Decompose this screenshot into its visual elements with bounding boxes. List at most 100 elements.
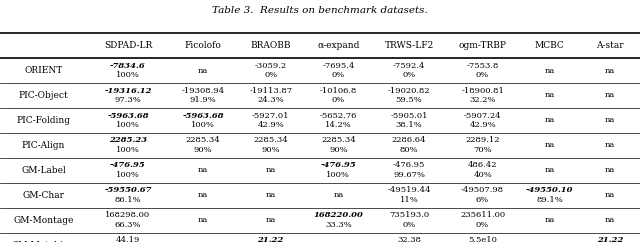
Text: na: na (545, 67, 555, 75)
Text: na: na (605, 67, 615, 75)
Text: -19316.12: -19316.12 (104, 87, 152, 95)
Text: na: na (198, 166, 208, 174)
Text: A-star: A-star (596, 41, 623, 50)
Text: 33.3%: 33.3% (325, 221, 352, 229)
Text: 70%: 70% (473, 146, 492, 154)
Text: na: na (605, 116, 615, 124)
Text: 90%: 90% (194, 146, 212, 154)
Text: 90%: 90% (329, 146, 348, 154)
Text: -7695.4: -7695.4 (322, 62, 355, 70)
Text: 40%: 40% (473, 171, 492, 179)
Text: PIC-Align: PIC-Align (22, 141, 65, 150)
Text: 2289.12: 2289.12 (465, 136, 500, 144)
Text: 99.67%: 99.67% (393, 171, 425, 179)
Text: 90%: 90% (261, 146, 280, 154)
Text: -49550.10: -49550.10 (526, 186, 573, 194)
Text: -19308.94: -19308.94 (182, 87, 225, 95)
Text: 0%: 0% (332, 71, 345, 79)
Text: PIC-Object: PIC-Object (19, 91, 68, 100)
Text: na: na (605, 141, 615, 149)
Text: na: na (198, 216, 208, 224)
Text: -49507.98: -49507.98 (461, 186, 504, 194)
Text: na: na (605, 216, 615, 224)
Text: SDPAD-LR: SDPAD-LR (104, 41, 152, 50)
Text: 100%: 100% (116, 171, 140, 179)
Text: na: na (333, 191, 344, 199)
Text: 0%: 0% (332, 96, 345, 104)
Text: 44.19: 44.19 (116, 236, 140, 242)
Text: -10106.8: -10106.8 (320, 87, 357, 95)
Text: TRWS-LF2: TRWS-LF2 (385, 41, 434, 50)
Text: 0%: 0% (403, 221, 415, 229)
Text: -5652.76: -5652.76 (320, 112, 357, 120)
Text: ogm-TRBP: ogm-TRBP (459, 41, 507, 50)
Text: 2286.64: 2286.64 (392, 136, 426, 144)
Text: -49519.44: -49519.44 (387, 186, 431, 194)
Text: 32.2%: 32.2% (469, 96, 496, 104)
Text: na: na (545, 216, 555, 224)
Text: 2285.34: 2285.34 (253, 136, 288, 144)
Text: na: na (545, 116, 555, 124)
Text: 66.3%: 66.3% (115, 221, 141, 229)
Text: na: na (266, 216, 276, 224)
Text: na: na (333, 241, 344, 242)
Text: 0%: 0% (476, 71, 489, 79)
Text: -3059.2: -3059.2 (255, 62, 287, 70)
Text: 0%: 0% (264, 71, 277, 79)
Text: -476.95: -476.95 (393, 161, 425, 169)
Text: Ficolofo: Ficolofo (184, 41, 221, 50)
Text: BRAOBB: BRAOBB (250, 41, 291, 50)
Text: 0%: 0% (403, 71, 415, 79)
Text: 735193.0: 735193.0 (389, 211, 429, 219)
Text: 32.38: 32.38 (397, 236, 421, 242)
Text: na: na (198, 191, 208, 199)
Text: 80%: 80% (400, 146, 419, 154)
Text: -18900.81: -18900.81 (461, 87, 504, 95)
Text: na: na (545, 241, 555, 242)
Text: -5963.68: -5963.68 (107, 112, 149, 120)
Text: -7553.8: -7553.8 (467, 62, 499, 70)
Text: -59550.67: -59550.67 (104, 186, 152, 194)
Text: 89.1%: 89.1% (536, 196, 563, 204)
Text: na: na (545, 91, 555, 99)
Text: 168298.00: 168298.00 (106, 211, 150, 219)
Text: -476.95: -476.95 (110, 161, 146, 169)
Text: 42.9%: 42.9% (257, 121, 284, 129)
Text: ORIENT: ORIENT (24, 66, 63, 75)
Text: na: na (198, 67, 208, 75)
Text: -5927.01: -5927.01 (252, 112, 289, 120)
Text: na: na (605, 91, 615, 99)
Text: 24.3%: 24.3% (257, 96, 284, 104)
Text: 21.22: 21.22 (596, 236, 623, 242)
Text: -7834.6: -7834.6 (110, 62, 146, 70)
Text: -5905.01: -5905.01 (390, 112, 428, 120)
Text: 486.42: 486.42 (468, 161, 497, 169)
Text: 21.22: 21.22 (257, 236, 284, 242)
Text: na: na (605, 166, 615, 174)
Text: -19020.82: -19020.82 (388, 87, 430, 95)
Text: 59.5%: 59.5% (396, 96, 422, 104)
Text: na: na (198, 241, 208, 242)
Text: 42.9%: 42.9% (469, 121, 496, 129)
Text: 86.1%: 86.1% (115, 196, 141, 204)
Text: MCBC: MCBC (534, 41, 564, 50)
Text: -7592.4: -7592.4 (393, 62, 425, 70)
Text: 235611.00: 235611.00 (460, 211, 505, 219)
Text: 100%: 100% (116, 146, 140, 154)
Text: 100%: 100% (191, 121, 215, 129)
Text: na: na (545, 166, 555, 174)
Text: 11%: 11% (399, 196, 419, 204)
Text: na: na (266, 166, 276, 174)
Text: 0%: 0% (476, 221, 489, 229)
Text: -5963.68: -5963.68 (182, 112, 224, 120)
Text: 100%: 100% (116, 71, 140, 79)
Text: 2285.34: 2285.34 (321, 136, 356, 144)
Text: GM-Montage: GM-Montage (13, 216, 74, 225)
Text: 14.2%: 14.2% (325, 121, 352, 129)
Text: 2285.23: 2285.23 (109, 136, 147, 144)
Text: -19113.87: -19113.87 (249, 87, 292, 95)
Text: 38.1%: 38.1% (396, 121, 422, 129)
Text: PIC-Folding: PIC-Folding (17, 116, 70, 125)
Text: 91.9%: 91.9% (189, 96, 216, 104)
Text: 100%: 100% (326, 171, 350, 179)
